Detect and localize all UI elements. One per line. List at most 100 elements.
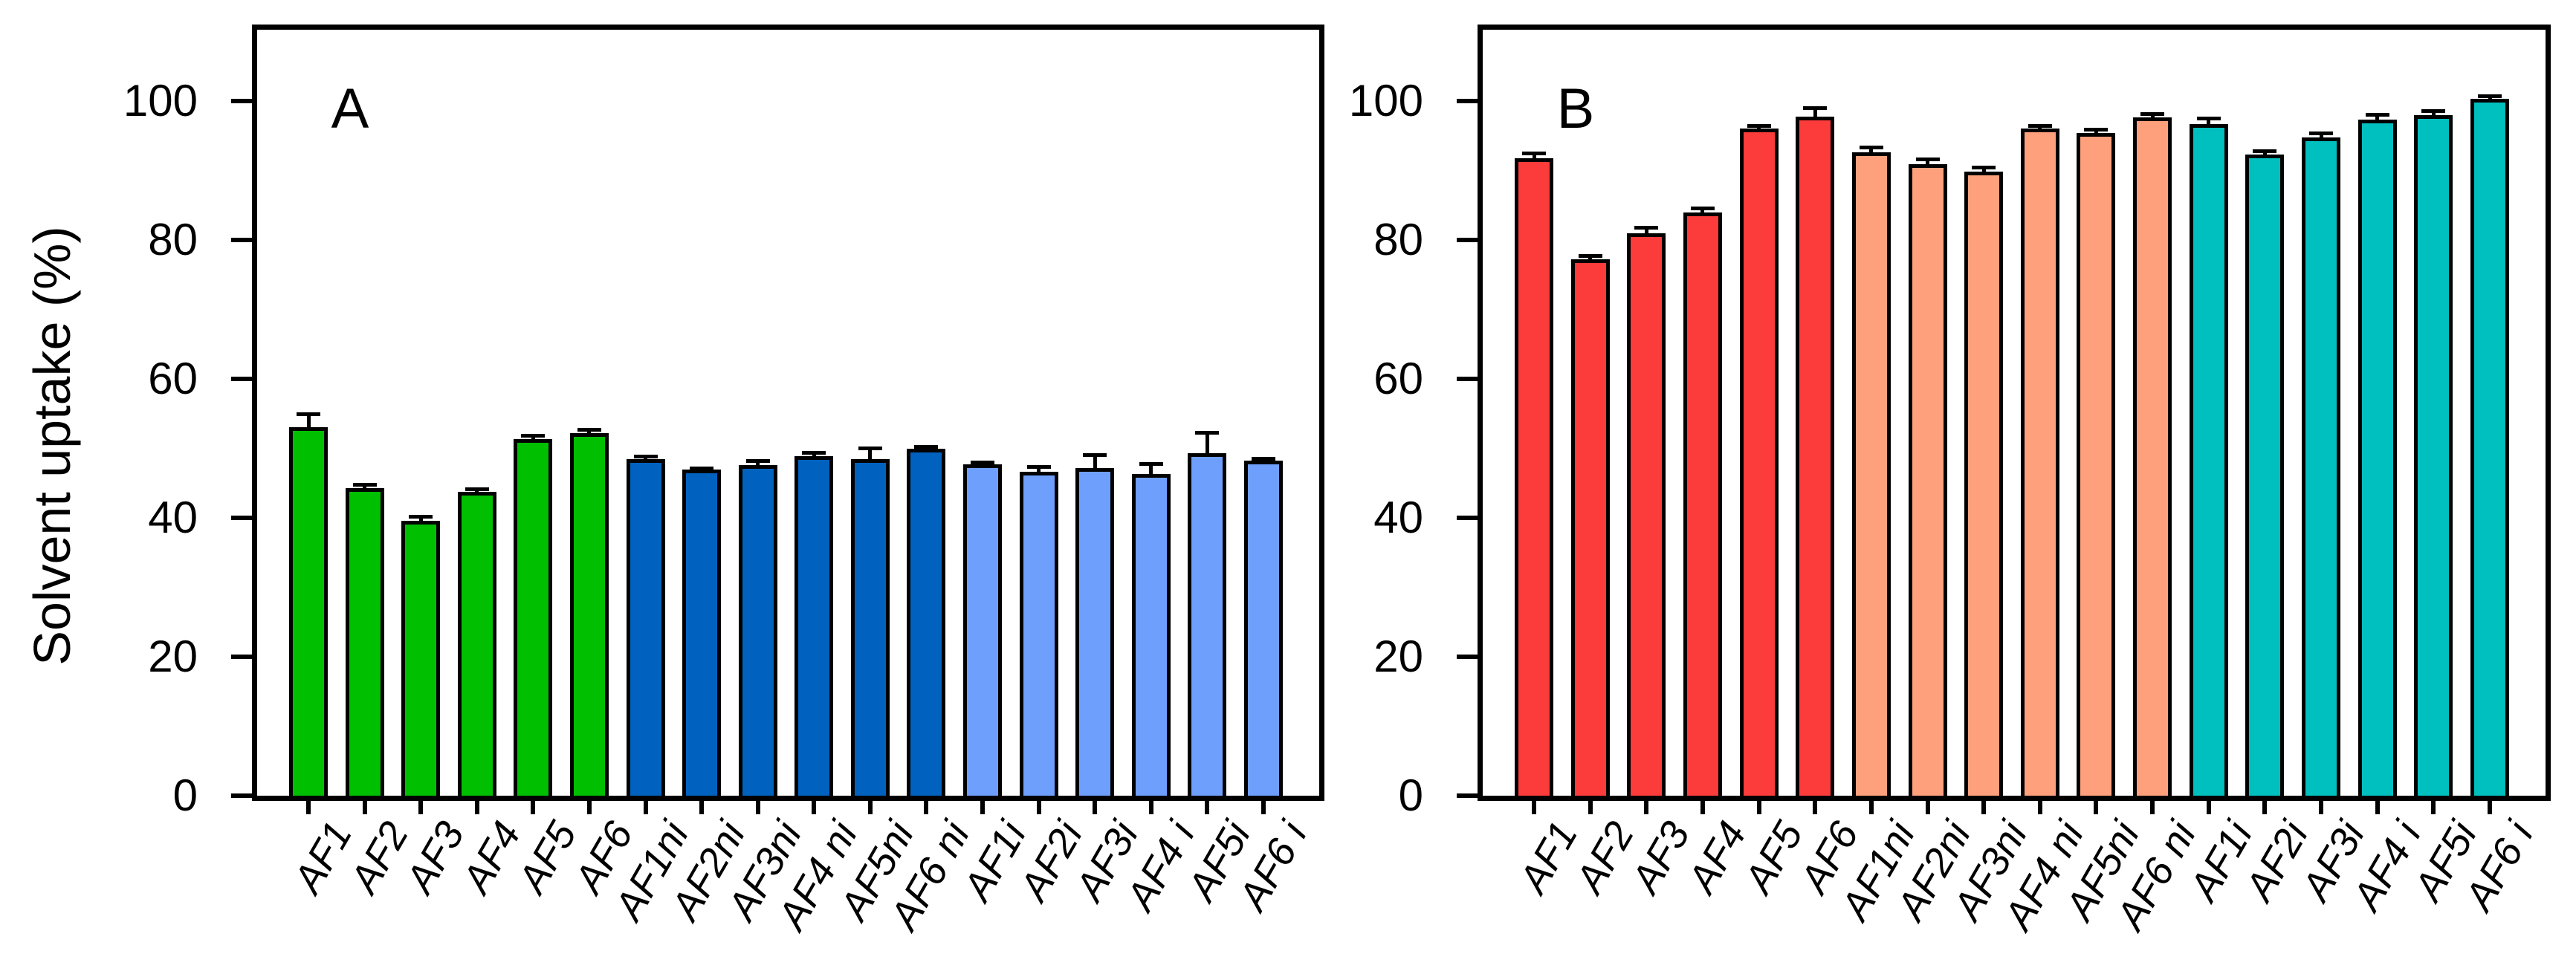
x-tick-label-AF4: AF4 bbox=[1679, 814, 1755, 900]
x-tick-label-AF1i: AF1i bbox=[954, 814, 1035, 909]
x-tick bbox=[867, 801, 873, 814]
x-tick bbox=[1981, 801, 1987, 814]
y-tick-label: 100 bbox=[1348, 76, 1423, 126]
bar-AF2ni bbox=[1908, 164, 1947, 799]
bar-AF5ni bbox=[850, 459, 890, 799]
y-tick-label: 60 bbox=[148, 354, 198, 403]
error-bar-cap bbox=[297, 412, 320, 416]
error-bar-cap bbox=[2478, 94, 2502, 98]
x-tick bbox=[418, 801, 424, 814]
error-bar-cap bbox=[1083, 452, 1107, 457]
x-tick-label-AF2: AF2 bbox=[1567, 814, 1643, 900]
bar-AF1 bbox=[289, 427, 328, 799]
x-tick bbox=[362, 801, 367, 814]
x-tick bbox=[924, 801, 929, 814]
y-tick-label: 40 bbox=[148, 493, 198, 542]
error-bar-cap bbox=[1522, 152, 1546, 156]
error-bar-cap bbox=[1803, 106, 1828, 111]
x-tick bbox=[2094, 801, 2099, 814]
y-tick bbox=[231, 99, 252, 103]
bar-AF4i bbox=[2357, 120, 2397, 799]
x-tick bbox=[531, 801, 536, 814]
y-tick-label: 20 bbox=[148, 632, 198, 681]
bar-AF3i bbox=[2302, 137, 2341, 799]
x-tick bbox=[1700, 801, 1705, 814]
y-tick bbox=[1457, 238, 1478, 242]
bar-AF6ni bbox=[907, 449, 946, 799]
error-bar-cap bbox=[409, 515, 433, 519]
x-tick bbox=[2431, 801, 2436, 814]
x-tick bbox=[1813, 801, 1818, 814]
bar-AF2i bbox=[1019, 472, 1058, 799]
x-tick-label-AF1i: AF1i bbox=[2181, 814, 2261, 909]
bar-AF5i bbox=[1188, 453, 1227, 799]
y-tick bbox=[1457, 99, 1478, 103]
bar-AF6ni bbox=[2133, 117, 2172, 799]
x-tick bbox=[812, 801, 817, 814]
y-tick-label: 60 bbox=[1373, 354, 1423, 403]
bar-AF2i bbox=[2245, 154, 2285, 799]
bar-AF2 bbox=[1570, 259, 1610, 799]
y-tick bbox=[231, 238, 252, 242]
bar-AF6i bbox=[2470, 99, 2509, 799]
error-bar-cap bbox=[1690, 206, 1715, 210]
x-tick bbox=[980, 801, 986, 814]
x-tick bbox=[2150, 801, 2155, 814]
bar-AF6i bbox=[1244, 461, 1283, 799]
y-tick bbox=[1457, 516, 1478, 520]
error-bar-cap bbox=[1252, 456, 1275, 461]
x-tick-label-AF4: AF4 bbox=[453, 814, 529, 900]
bar-AF1ni bbox=[1851, 152, 1891, 799]
x-tick-label-AF2: AF2 bbox=[341, 814, 417, 900]
bar-AF1i bbox=[963, 464, 1003, 799]
error-bar-cap bbox=[352, 483, 377, 487]
error-bar-cap bbox=[802, 451, 826, 455]
error-bar-cap bbox=[2365, 112, 2389, 117]
x-tick-label-AF1: AF1 bbox=[1510, 814, 1587, 900]
x-tick bbox=[2206, 801, 2211, 814]
x-tick bbox=[1868, 801, 1874, 814]
x-tick bbox=[2488, 801, 2492, 814]
x-tick-label-AF1: AF1 bbox=[285, 814, 361, 900]
error-bar-cap bbox=[1747, 123, 1771, 128]
bar-AF2 bbox=[345, 487, 384, 799]
bar-AF1i bbox=[2189, 123, 2228, 799]
bar-AF1ni bbox=[626, 459, 665, 799]
bar-AF5 bbox=[1739, 129, 1779, 799]
error-bar bbox=[1149, 464, 1153, 481]
x-tick bbox=[2037, 801, 2042, 814]
plot-frame bbox=[252, 25, 1324, 801]
x-tick bbox=[1756, 801, 1761, 814]
error-bar-cap bbox=[1578, 253, 1602, 258]
error-bar-cap bbox=[2028, 123, 2052, 128]
error-bar bbox=[868, 447, 873, 466]
x-tick bbox=[1205, 801, 1210, 814]
y-tick-label: 40 bbox=[1373, 493, 1423, 542]
x-tick-label-AF3: AF3 bbox=[397, 814, 473, 900]
y-tick-label: 80 bbox=[148, 215, 198, 264]
error-bar bbox=[1813, 108, 1817, 123]
y-tick-label: 80 bbox=[1373, 215, 1423, 264]
bar-AF3 bbox=[401, 520, 441, 799]
error-bar-cap bbox=[633, 454, 658, 458]
bar-AF1 bbox=[1515, 158, 1553, 799]
y-tick-label: 20 bbox=[1373, 632, 1423, 681]
error-bar-cap bbox=[2421, 109, 2446, 114]
bar-AF3ni bbox=[738, 464, 777, 799]
error-bar bbox=[1205, 432, 1209, 460]
bar-AF3 bbox=[1627, 233, 1666, 799]
plot-frame bbox=[1478, 25, 2551, 801]
error-bar-cap bbox=[1195, 430, 1220, 435]
error-bar-cap bbox=[2196, 117, 2221, 121]
y-tick bbox=[1457, 793, 1478, 798]
bar-AF3ni bbox=[1964, 172, 2004, 799]
bar-AF5i bbox=[2414, 114, 2453, 799]
error-bar-cap bbox=[1915, 157, 1940, 161]
x-tick bbox=[643, 801, 648, 814]
x-tick-label-AF5: AF5 bbox=[1735, 814, 1811, 900]
y-tick bbox=[231, 655, 252, 659]
y-tick bbox=[231, 377, 252, 381]
error-bar-cap bbox=[521, 433, 546, 438]
error-bar bbox=[306, 413, 311, 434]
